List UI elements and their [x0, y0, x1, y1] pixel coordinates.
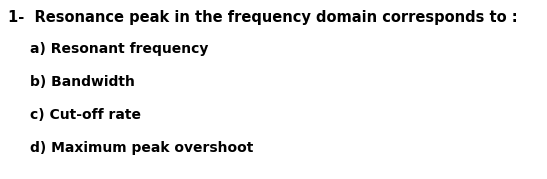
Text: d) Maximum peak overshoot: d) Maximum peak overshoot [30, 141, 253, 155]
Text: a) Resonant frequency: a) Resonant frequency [30, 42, 208, 56]
Text: 1-  Resonance peak in the frequency domain corresponds to :: 1- Resonance peak in the frequency domai… [8, 10, 517, 25]
Text: c) Cut-off rate: c) Cut-off rate [30, 108, 141, 122]
Text: b) Bandwidth: b) Bandwidth [30, 75, 135, 89]
